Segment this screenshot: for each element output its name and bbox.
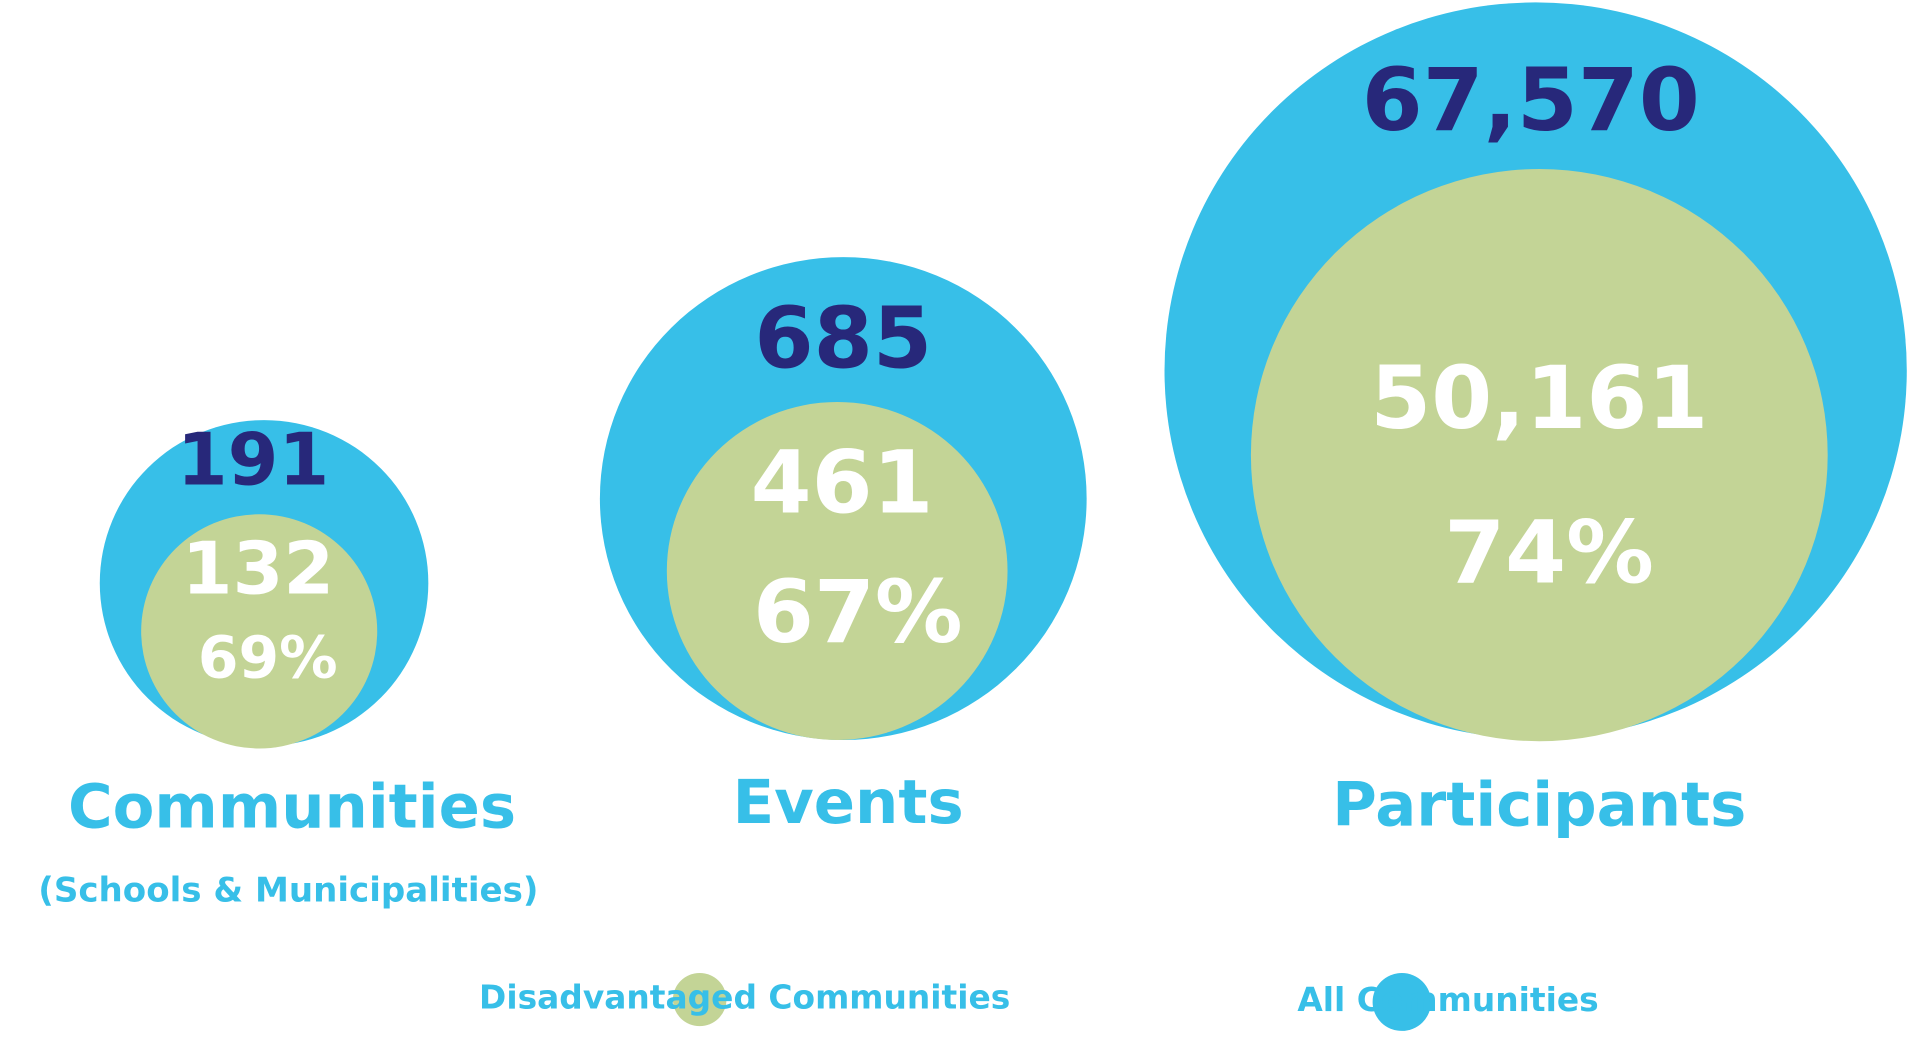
- category-subtitle: (Schools & Municipalities): [38, 872, 538, 911]
- legend-label: Disadvantaged Communities: [479, 979, 1010, 1017]
- total-label: 191: [177, 418, 329, 503]
- percent-label: 74%: [1444, 502, 1654, 604]
- total-label: 685: [754, 290, 932, 389]
- inner-bubble: [666, 401, 1008, 740]
- subset-label: 132: [182, 527, 334, 612]
- legend-swatch: [672, 972, 727, 1027]
- total-label: 67,570: [1362, 49, 1700, 151]
- legend-label: All Communities: [1297, 981, 1598, 1019]
- category-label: Communities: [68, 773, 516, 843]
- percent-label: 69%: [198, 624, 338, 692]
- category-label: Events: [733, 768, 964, 838]
- inner-bubble: [141, 514, 378, 749]
- legend-swatch: [1372, 972, 1431, 1031]
- inner-bubble: [1250, 169, 1828, 742]
- category-label: Participants: [1332, 771, 1746, 841]
- subset-label: 50,161: [1370, 348, 1708, 450]
- subset-label: 461: [751, 432, 934, 534]
- percent-label: 67%: [753, 561, 963, 663]
